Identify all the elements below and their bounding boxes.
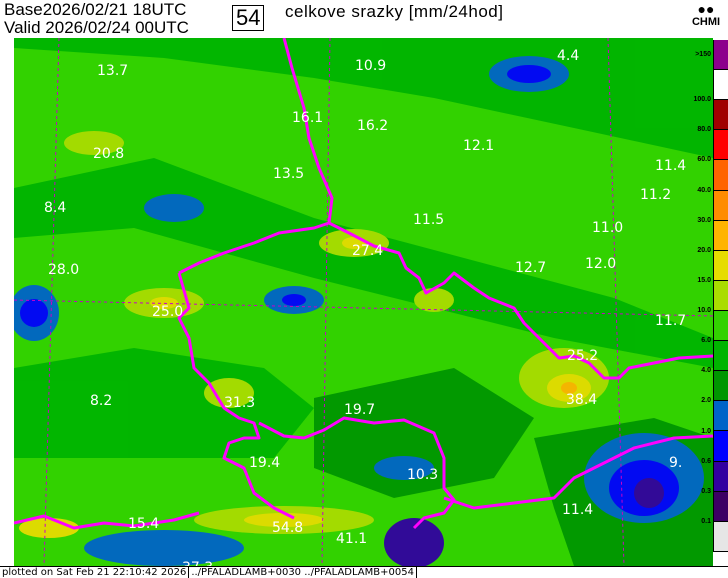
footer: plotted on Sat Feb 21 22:10:42 2026 ../PF… [0, 566, 728, 578]
legend-swatch [714, 461, 728, 492]
legend-swatch [714, 100, 728, 131]
precip-value-label: 16.2 [357, 118, 389, 134]
legend-swatch [714, 70, 728, 101]
legend-swatch [714, 190, 728, 221]
legend-swatch [714, 280, 728, 311]
legend-label: 0.1 [701, 517, 711, 525]
legend-swatch [714, 220, 728, 251]
precip-value-label: 20.8 [93, 146, 125, 162]
precip-value-label: 11.4 [562, 502, 594, 518]
grid-lines [13, 37, 714, 567]
precip-value-label: 13.5 [273, 166, 305, 182]
precip-value-label: 11.7 [655, 313, 687, 329]
legend-label: 15.0 [697, 276, 711, 284]
precip-value-label: 12.0 [585, 256, 617, 272]
legend-swatch [714, 521, 728, 552]
precip-value-label: 16.1 [292, 110, 324, 126]
precip-value-label: 10.9 [355, 58, 387, 74]
precip-value-label: 11.4 [655, 158, 687, 174]
precip-value-label: 11.5 [413, 212, 445, 228]
legend-swatch [714, 130, 728, 161]
legend-swatch [714, 491, 728, 522]
precip-value-label: 19.7 [344, 402, 376, 418]
precip-value-label: 8.4 [44, 200, 67, 216]
legend-label: 80.0 [697, 126, 711, 134]
legend-swatch [714, 401, 728, 432]
legend-swatch [714, 40, 728, 71]
precip-value-label: 31.3 [224, 395, 256, 411]
legend-label: 4.0 [701, 367, 711, 375]
legend-swatch [714, 431, 728, 462]
precip-value-label: 25.2 [567, 348, 599, 364]
map-field [9, 37, 714, 568]
legend-swatch [714, 310, 728, 342]
country-border [13, 37, 714, 530]
precip-fill [9, 38, 713, 568]
precip-value-label: 38.4 [566, 392, 598, 408]
forecast-step: 54 [232, 5, 265, 31]
precip-value-label: 54.8 [272, 520, 304, 536]
color-legend: >150 100.0 80.0 60.0 40.0 30.0 20.0 15.0 10.0 6.0… [693, 40, 728, 552]
legend-swatch [714, 250, 728, 281]
precip-value-label: 4.4 [557, 48, 580, 64]
map-title: celkove srazky [mm/24hod] [285, 2, 504, 21]
legend-label: 30.0 [697, 216, 711, 224]
legend-label: 20.0 [697, 246, 711, 254]
legend-label: 40.0 [697, 186, 711, 194]
precipitation-map: 13.7 10.9 4.4 16.1 16.2 12.1 20.8 13.5 11.2 11.4 8… [9, 37, 714, 576]
legend-label: 1.0 [701, 427, 711, 435]
legend-label: 60.0 [697, 156, 711, 164]
precip-value-label: 13.7 [97, 63, 129, 79]
plot-timestamp: plotted on Sat Feb 21 22:10:42 2026 [0, 567, 190, 578]
precip-value-label: 28.0 [48, 262, 80, 278]
precip-value-label: 11.0 [592, 220, 624, 236]
base-time: Base2026/02/21 18UTC [4, 0, 187, 19]
legend-swatch [714, 160, 728, 191]
precip-value-label: 12.1 [463, 138, 495, 154]
valid-time: Valid 2026/02/24 00UTC [4, 18, 189, 37]
precip-value-label: 19.4 [249, 455, 281, 471]
precip-value-label: 27.4 [352, 243, 384, 259]
legend-label: 2.0 [701, 397, 711, 405]
precip-value-label: 25.0 [152, 304, 184, 320]
legend-label: 6.0 [701, 337, 711, 345]
precip-value-label: 12.7 [515, 260, 547, 276]
legend-swatch [714, 371, 728, 402]
precip-value-label: 8.2 [90, 393, 113, 409]
precip-value-label: 11.2 [640, 187, 672, 203]
chmi-logo: ●● CHMI [691, 1, 721, 28]
precip-value-label: 9. [669, 455, 683, 471]
legend-label: 10.0 [697, 307, 711, 315]
precip-value-label: 41.1 [336, 531, 368, 547]
legend-label: >150 [695, 51, 711, 59]
legend-label: 0.3 [701, 487, 711, 495]
legend-label: 100.0 [693, 96, 711, 104]
source-files: ../PFALADLAMB+0030 ../PFALADLAMB+0054 [189, 567, 417, 578]
legend-swatch [714, 341, 728, 372]
legend-label: 0.6 [701, 457, 711, 465]
precip-value-label: 15.4 [128, 516, 160, 532]
precip-value-label: 10.3 [407, 467, 439, 483]
